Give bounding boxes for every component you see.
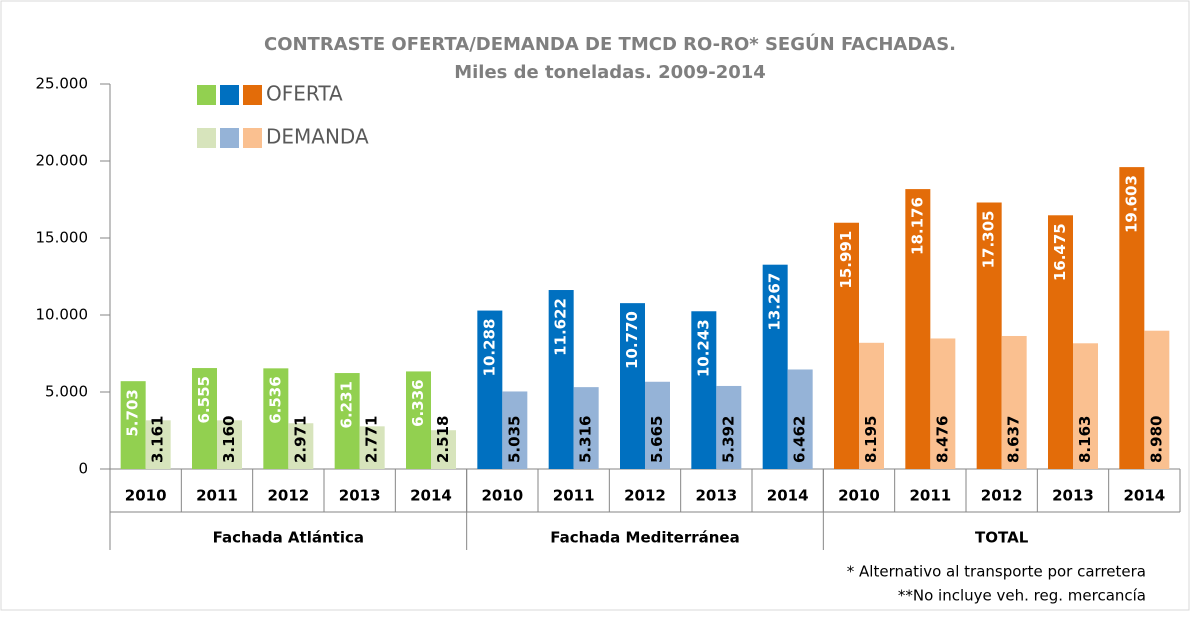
bar [859,342,884,469]
chart-subtitle: Miles de toneladas. 2009-2014 [454,62,766,83]
value-label: 16.475 [1051,223,1069,281]
bar [691,311,717,469]
bar [645,381,670,469]
x-tick-label: 2011 [909,487,951,505]
group-label: TOTAL [975,529,1029,547]
x-tick-label: 2012 [981,487,1023,505]
footnote: **No incluye veh. reg. mercancía [898,587,1146,605]
value-label: 2.771 [363,416,381,463]
legend-swatch [220,128,239,148]
y-tick-label: 10.000 [36,306,89,324]
bar [787,369,813,469]
value-label: 10.243 [694,319,712,377]
bar [1001,335,1027,469]
bar [762,264,788,469]
value-label: 15.991 [837,231,855,289]
group-label: Fachada Atlántica [213,529,364,547]
legend-swatch [243,85,262,105]
x-tick-label: 2012 [624,487,666,505]
value-label: 5.665 [648,416,666,463]
bar [120,381,146,469]
bar [930,338,956,469]
bar [217,420,242,469]
value-label: 6.231 [338,381,356,428]
bar [1119,167,1145,469]
x-tick-label: 2013 [339,487,381,505]
bar [477,310,503,469]
value-label: 8.980 [1147,416,1165,463]
bar [905,189,931,469]
legend-swatch [197,128,216,148]
value-label: 18.176 [908,197,926,255]
y-tick-label: 5.000 [45,383,88,401]
bar [502,391,528,469]
value-label: 8.476 [933,416,951,463]
value-label: 3.161 [149,416,167,463]
x-tick-label: 2010 [125,487,167,505]
x-tick-label: 2012 [267,487,309,505]
value-label: 19.603 [1122,175,1140,233]
legend-swatch [243,128,262,148]
bar [834,222,859,469]
value-label: 11.622 [552,298,570,356]
legend-label: OFERTA [266,82,343,106]
value-label: 10.288 [480,319,498,377]
chart-title: CONTRASTE OFERTA/DEMANDA DE TMCD RO-RO* … [264,33,956,55]
value-label: 2.971 [291,416,309,463]
y-tick-label: 25.000 [36,75,89,93]
bar [1048,215,1073,469]
x-tick-label: 2011 [553,487,595,505]
bar [288,423,314,469]
footnote: * Alternativo al transporte por carreter… [847,563,1146,581]
y-tick-label: 15.000 [36,229,89,247]
y-tick-label: 0 [78,460,88,478]
legend-label: DEMANDA [266,125,369,149]
x-tick-label: 2013 [695,487,737,505]
x-tick-label: 2013 [1052,487,1094,505]
bar [145,420,171,469]
value-label: 2.518 [434,416,452,463]
value-label: 8.163 [1076,416,1094,463]
x-tick-label: 2014 [410,487,452,505]
value-label: 5.703 [124,389,142,436]
bar [573,387,599,469]
bar [716,385,742,469]
legend-swatch [220,85,239,105]
bar [548,290,574,469]
x-tick-label: 2010 [838,487,880,505]
value-label: 6.555 [195,376,213,423]
group-label: Fachada Mediterránea [550,529,739,547]
bar [1144,330,1170,469]
value-label: 8.637 [1005,416,1023,463]
bar [359,426,385,469]
x-tick-label: 2010 [481,487,523,505]
value-label: 8.195 [862,416,880,463]
value-label: 6.462 [791,416,809,463]
value-label: 6.336 [409,379,427,426]
x-tick-label: 2014 [1123,487,1165,505]
value-label: 5.035 [505,416,523,463]
value-label: 17.305 [980,211,998,269]
bar [263,368,289,469]
x-tick-label: 2014 [767,487,809,505]
bar [976,202,1002,470]
value-label: 3.160 [220,416,238,463]
x-tick-label: 2011 [196,487,238,505]
y-tick-label: 20.000 [36,152,89,170]
value-label: 5.316 [577,416,595,463]
legend-swatch [197,85,216,105]
value-label: 6.536 [266,376,284,423]
bar [334,373,360,469]
bar [1073,343,1098,469]
bar [192,368,217,469]
value-label: 10.770 [623,311,641,369]
bar [431,430,456,469]
bar [620,303,645,469]
value-label: 13.267 [766,273,784,331]
bar [406,371,431,469]
value-label: 5.392 [719,416,737,463]
